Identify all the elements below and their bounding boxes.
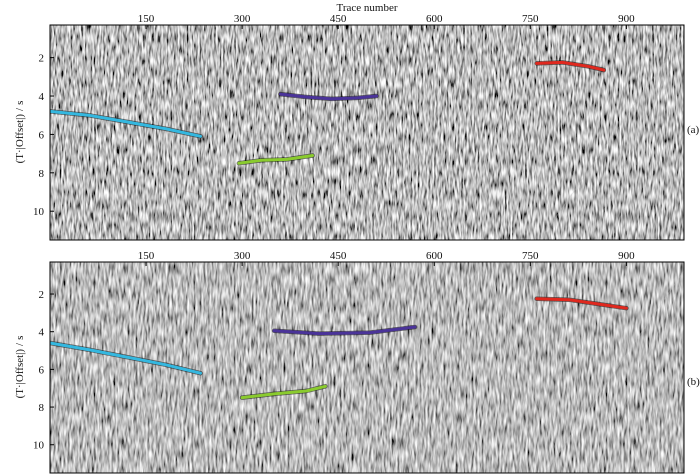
pick-curve: [272, 325, 417, 336]
x-tick-label: 600: [426, 13, 443, 25]
panel-a: 150 300 450 600 750 900 2 4 6 8 10 (a) (T·|Offset…: [14, 13, 700, 241]
pick-curve: [50, 341, 202, 375]
panel-b-y-axis-title: (T·|Offset|)/s: [14, 336, 26, 399]
pick-curve: [535, 60, 606, 72]
y-axis-title-b: (T·|Offset|)/s: [14, 336, 26, 399]
panel-b-fan: [384, 262, 684, 473]
y-tick-label: 8: [39, 168, 45, 180]
x-tick-label: 150: [138, 13, 155, 25]
x-axis-title: Trace number: [337, 2, 398, 14]
y-tick-label: 10: [33, 440, 45, 452]
x-tick-label: 300: [234, 250, 251, 262]
panel-b-x-axis: 150 300 450 600 750 900: [138, 250, 635, 266]
panel-a-picks: [50, 60, 607, 166]
x-tick-label: 450: [330, 250, 347, 262]
y-tick-label: 10: [33, 206, 45, 218]
y-tick-label: 6: [39, 129, 45, 141]
y-tick-label: 2: [39, 289, 45, 301]
y-axis-title-a: (T·|Offset|)/s: [14, 101, 26, 164]
pick-curve: [535, 297, 628, 310]
panel-a-label: (a): [687, 124, 700, 136]
y-tick-label: 4: [39, 91, 45, 103]
x-tick-label: 300: [234, 13, 251, 25]
panel-b: 150 300 450 600 750 900 2 4 6 8 10 (b) (T·|Offset…: [14, 250, 700, 474]
panel-a-y-axis: 2 4 6 8 10: [33, 53, 54, 218]
pick-curve: [240, 384, 327, 400]
y-tick-label: 4: [39, 327, 45, 339]
panel-b-y-axis: 2 4 6 8 10: [33, 289, 54, 452]
panel-a-y-axis-title: (T·|Offset|)/s: [14, 101, 26, 164]
panel-b-picks: [50, 296, 629, 400]
panel-a-frame: [49, 24, 685, 241]
panel-b-noise: [50, 262, 684, 473]
y-tick-label: 8: [39, 402, 45, 414]
panel-a-noise: [50, 25, 684, 240]
x-tick-label: 150: [138, 250, 155, 262]
x-tick-label: 900: [618, 13, 635, 25]
pick-curve: [50, 109, 202, 138]
pick-curve: [237, 154, 315, 165]
x-tick-label: 900: [618, 250, 635, 262]
x-tick-label: 600: [426, 250, 443, 262]
y-tick-label: 2: [39, 53, 45, 65]
panel-a-fan: [379, 25, 684, 240]
pick-curve: [279, 92, 379, 101]
x-tick-label: 450: [330, 13, 347, 25]
x-tick-label: 750: [522, 250, 539, 262]
panel-a-x-axis: 150 300 450 600 750 900: [138, 13, 635, 29]
y-tick-label: 6: [39, 364, 45, 376]
x-tick-label: 750: [522, 13, 539, 25]
panel-b-frame: [49, 261, 685, 474]
panel-b-label: (b): [687, 376, 700, 388]
